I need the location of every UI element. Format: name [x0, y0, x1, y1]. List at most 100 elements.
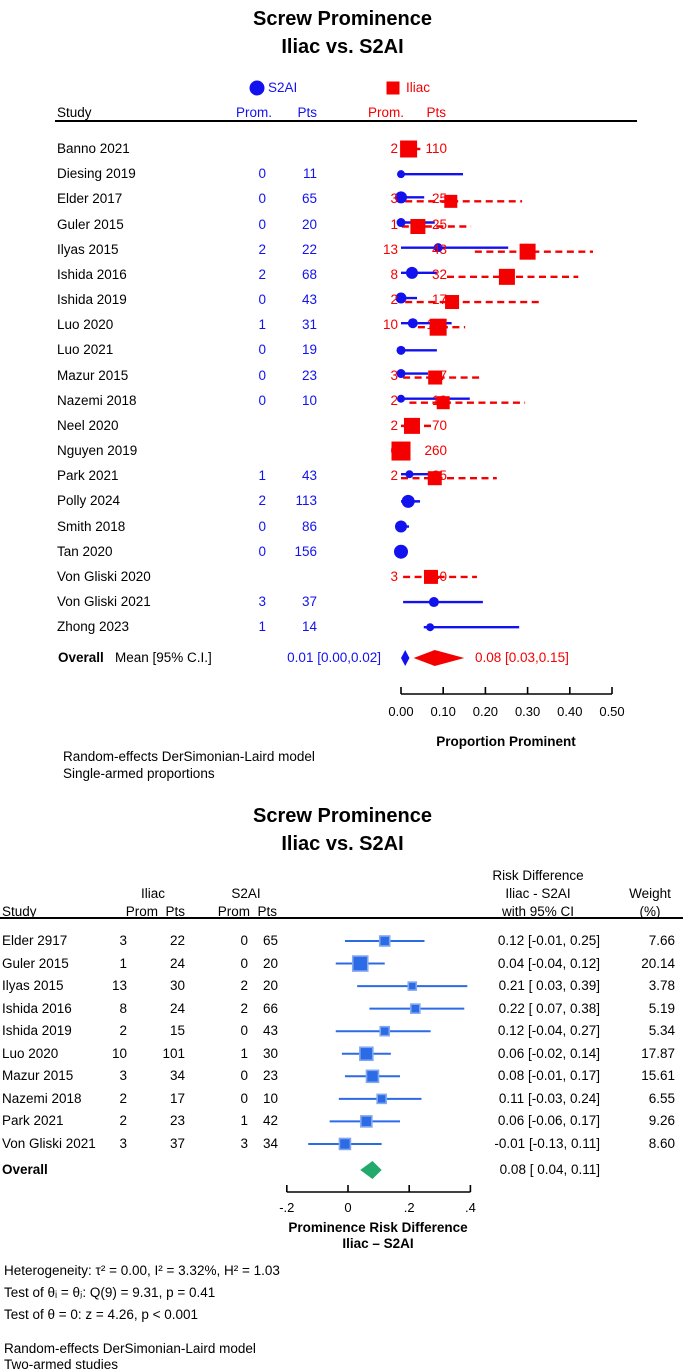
legend-iliac-label: Iliac — [406, 80, 431, 95]
weight-value: 9.26 — [648, 1113, 675, 1129]
chart2-s2ai-pts-header: Pts — [257, 904, 277, 919]
iliac-prom-value: 2 — [390, 392, 398, 408]
s2ai-circle-marker — [433, 243, 443, 253]
iliac-pts-value: 101 — [162, 1045, 185, 1061]
s2ai-pts-value: 156 — [294, 543, 317, 559]
iliac-prom-value: 3 — [119, 1135, 127, 1151]
s2ai-prom-value: 0 — [258, 292, 266, 308]
iliac-pts-value: 17 — [431, 292, 447, 308]
chart2-title-line1: Screw Prominence — [253, 805, 432, 827]
iliac-pts-value: 70 — [431, 417, 447, 433]
weight-value: 20.14 — [641, 955, 675, 971]
iliac-prom-value: 8 — [390, 266, 398, 282]
study-label: Park 2021 — [2, 1113, 64, 1129]
risk-difference-value: 0.22 [ 0.07, 0.38] — [498, 1000, 600, 1016]
s2ai-prom-value: 3 — [240, 1135, 248, 1151]
weight-value: 17.87 — [641, 1045, 675, 1061]
chart1-overall-iliac-estimate: 0.08 [0.03,0.15] — [475, 650, 569, 665]
study-label: Diesing 2019 — [57, 166, 136, 182]
s2ai-circle-marker — [428, 597, 439, 608]
chart2-title-line2: Iliac vs. S2AI — [281, 833, 404, 855]
s2ai-prom-value: 0 — [258, 518, 266, 534]
s2ai-pts-value: 11 — [302, 166, 317, 182]
s2ai-pts-value: 66 — [262, 1000, 278, 1016]
s2ai-prom-value: 2 — [258, 241, 266, 257]
chart1-iliac-prom-header: Prom. — [367, 105, 404, 120]
s2ai-pts-value: 34 — [262, 1135, 278, 1151]
iliac-prom-value: 3 — [119, 933, 127, 948]
chart2-weight-header: Weight — [629, 886, 671, 901]
s2ai-prom-value: 0 — [240, 1023, 248, 1039]
chart1-x-tick-label: 0.10 — [430, 704, 456, 719]
chart2-iliac-pts-header: Pts — [165, 904, 185, 919]
risk-difference-value: -0.01 [-0.13, 0.11] — [494, 1135, 600, 1151]
risk-difference-value: 0.06 [-0.02, 0.14] — [497, 1045, 600, 1061]
overall-iliac-diamond — [413, 650, 465, 666]
s2ai-pts-value: 65 — [262, 933, 278, 948]
s2ai-circle-marker — [396, 369, 406, 379]
s2ai-prom-value: 2 — [258, 493, 266, 509]
rd-square-marker — [379, 1025, 391, 1037]
study-label: Neel 2020 — [57, 417, 119, 433]
study-label: Ilyas 2015 — [2, 978, 64, 994]
s2ai-circle-marker — [395, 191, 407, 204]
iliac-pts-value: 19 — [431, 392, 447, 408]
chart2-footnote-design: Two-armed studies — [4, 1357, 119, 1371]
s2ai-pts-value: 20 — [301, 216, 317, 232]
rd-square-marker — [407, 981, 418, 991]
weight-value: 5.19 — [648, 1000, 675, 1016]
s2ai-circle-marker — [395, 292, 407, 304]
s2ai-pts-value: 65 — [301, 191, 317, 207]
s2ai-pts-value: 14 — [301, 619, 317, 635]
s2ai-pts-value: 42 — [262, 1113, 278, 1129]
weight-value: 8.60 — [648, 1135, 675, 1151]
s2ai-pts-value: 19 — [301, 342, 317, 358]
iliac-pts-value: 40 — [431, 568, 447, 584]
s2ai-circle-marker — [401, 494, 415, 508]
s2ai-circle-marker — [397, 394, 405, 403]
s2ai-pts-value: 30 — [262, 1045, 278, 1061]
chart1-x-tick-label: 0.00 — [388, 704, 414, 719]
risk-difference-value: 0.04 [-0.04, 0.12] — [497, 955, 600, 971]
iliac-prom-value: 10 — [111, 1045, 127, 1061]
rd-square-marker — [359, 1046, 374, 1062]
iliac-prom-value: 2 — [390, 417, 398, 433]
s2ai-pts-value: 113 — [295, 493, 317, 509]
study-label: Guler 2015 — [57, 216, 124, 232]
iliac-pts-value: 23 — [169, 1113, 185, 1129]
s2ai-prom-value: 0 — [240, 1068, 248, 1084]
study-label: Smith 2018 — [57, 518, 126, 534]
iliac-square-marker — [436, 396, 450, 410]
study-label: Nazemi 2018 — [2, 1090, 82, 1106]
s2ai-prom-value: 0 — [240, 955, 248, 971]
s2ai-circle-marker — [394, 544, 408, 559]
rd-square-marker — [338, 1137, 352, 1151]
rd-square-marker — [351, 955, 369, 972]
chart1-title-line1: Screw Prominence — [253, 8, 432, 30]
chart1-title-line2: Iliac vs. S2AI — [281, 36, 404, 58]
s2ai-pts-value: 37 — [301, 594, 317, 610]
chart2-footnote-model: Random-effects DerSimonian-Laird model — [4, 1341, 256, 1356]
chart2-x-axis-title-line1: Prominence Risk Difference — [288, 1220, 468, 1235]
chart1-x-axis-title: Proportion Prominent — [436, 734, 576, 749]
iliac-square-marker — [519, 243, 536, 260]
s2ai-pts-value: 31 — [301, 317, 317, 333]
rd-square-marker — [410, 1003, 421, 1014]
chart2-x-tick-label: .4 — [464, 1200, 476, 1215]
rd-square-marker — [365, 1069, 380, 1084]
s2ai-prom-value: 0 — [240, 933, 248, 948]
chart1-overall-s2ai-estimate: 0.01 [0.00,0.02] — [287, 650, 381, 665]
chart1-footnote-model: Random-effects DerSimonian-Laird model — [63, 749, 315, 764]
s2ai-prom-value: 1 — [258, 468, 266, 484]
iliac-pts-value: 37 — [169, 1135, 185, 1151]
s2ai-circle-marker — [395, 520, 407, 533]
chart2-iliac-prom-header: Prom — [125, 904, 158, 919]
s2ai-prom-value: 0 — [258, 392, 266, 408]
chart2-x-tick-label: -.2 — [279, 1200, 295, 1215]
chart1-s2ai-pts-header: Pts — [297, 105, 317, 120]
s2ai-pts-value: 10 — [301, 392, 317, 408]
study-label: Ishida 2019 — [2, 1023, 72, 1039]
overall-rd-diamond — [360, 1161, 382, 1179]
study-label: Tan 2020 — [57, 543, 113, 559]
